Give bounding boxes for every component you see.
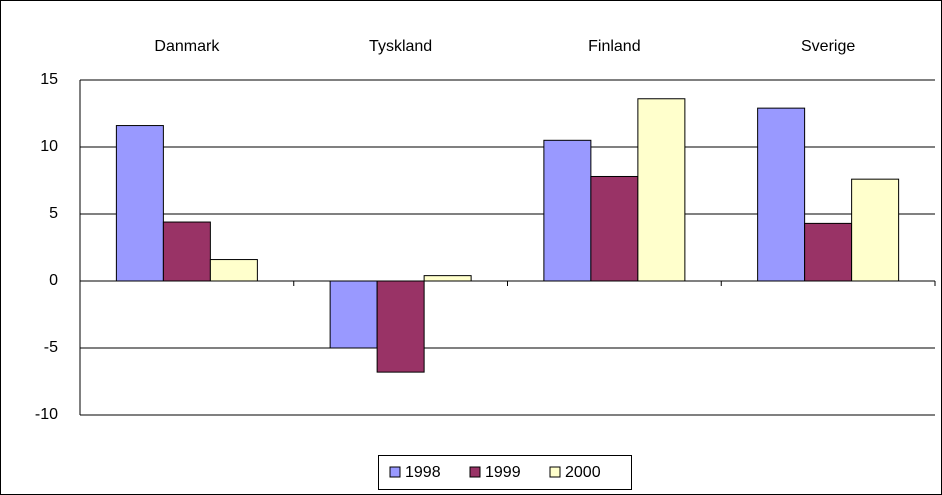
legend-label: 1998 — [405, 464, 441, 481]
category-label: Danmark — [154, 38, 220, 55]
y-tick-label: -5 — [44, 339, 58, 356]
bar — [162, 221, 211, 282]
bar — [804, 222, 853, 282]
bar — [423, 275, 472, 282]
legend-frame — [378, 455, 632, 490]
bar — [329, 280, 378, 349]
legend-label: 2000 — [565, 464, 601, 481]
bar — [590, 175, 639, 282]
legend-label: 1999 — [485, 464, 521, 481]
bar — [209, 259, 258, 282]
category-label: Sverige — [801, 38, 855, 55]
bar — [637, 98, 686, 282]
y-tick-label: 10 — [40, 138, 58, 155]
y-tick-label: 15 — [40, 71, 58, 88]
legend: 1998 1999 2000 — [378, 455, 632, 490]
bar — [115, 125, 164, 282]
bar — [543, 139, 592, 282]
category-label: Finland — [588, 38, 640, 55]
y-tick-label: -10 — [35, 406, 58, 423]
legend-swatch — [549, 466, 561, 478]
bar — [851, 178, 900, 282]
legend-swatch — [469, 466, 481, 478]
y-tick-label: 5 — [49, 205, 58, 222]
category-label: Tyskland — [369, 38, 432, 55]
y-tick-label: 0 — [49, 272, 58, 289]
legend-swatch — [389, 466, 401, 478]
bar — [376, 280, 425, 373]
bar — [757, 107, 806, 282]
